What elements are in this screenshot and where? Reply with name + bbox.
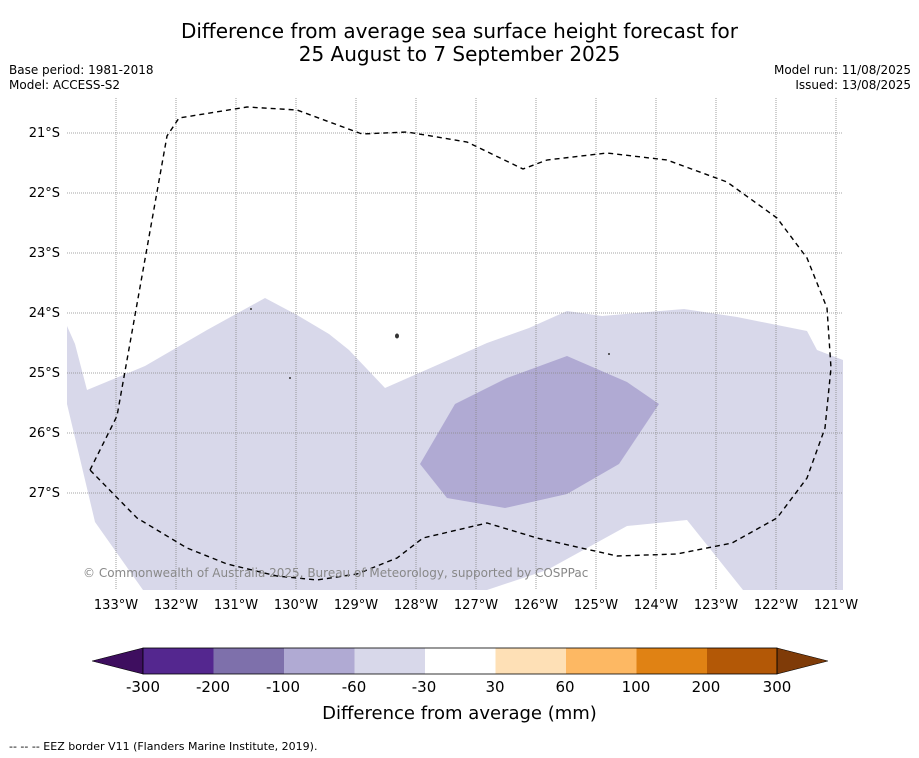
colorbar-label: Difference from average (mm) [322, 703, 597, 724]
lon-label-124w: 124°W [633, 598, 679, 613]
lon-label-132w: 132°W [153, 598, 199, 613]
colorbar-segment [636, 648, 707, 674]
lon-label-128w: 128°W [393, 598, 439, 613]
colorbar-segment [284, 648, 355, 674]
meta-left: Base period: 1981-2018 Model: ACCESS-S2 [9, 63, 154, 93]
sea-level-map [67, 98, 843, 590]
island-marker [250, 308, 252, 310]
latitude-gridlines [67, 132, 843, 494]
island-marker [395, 333, 399, 339]
colorbar-tick: 100 [621, 678, 651, 696]
colorbar-tick: 30 [485, 678, 505, 696]
lon-label-123w: 123°W [693, 598, 739, 613]
island-marker [289, 377, 291, 379]
issued-date: Issued: 13/08/2025 [795, 78, 911, 92]
lat-label-24s: 24°S [28, 306, 60, 321]
colorbar-tick: -200 [195, 678, 231, 696]
lat-label-25s: 25°S [28, 366, 60, 381]
lon-label-121w: 121°W [813, 598, 859, 613]
colorbar-tick: -60 [341, 678, 367, 696]
colorbar-tick: 300 [762, 678, 792, 696]
anomaly-area-medium [420, 356, 659, 508]
colorbar-segment [354, 648, 425, 674]
lat-label-27s: 27°S [28, 486, 60, 501]
meta-right: Model run: 11/08/2025 Issued: 13/08/2025 [774, 63, 911, 93]
model-name: Model: ACCESS-S2 [9, 78, 121, 92]
lon-label-131w: 131°W [213, 598, 259, 613]
lon-label-122w: 122°W [753, 598, 799, 613]
lon-label-130w: 130°W [273, 598, 319, 613]
longitude-gridlines [115, 98, 837, 590]
colorbar-tick: -300 [125, 678, 161, 696]
lon-label-129w: 129°W [333, 598, 379, 613]
colorbar-extend-high [776, 647, 828, 675]
colorbar-tick: 60 [555, 678, 575, 696]
lat-label-21s: 21°S [28, 126, 60, 141]
lon-label-133w: 133°W [93, 598, 139, 613]
eez-border [89, 106, 832, 581]
island-marker [608, 353, 610, 355]
chart-title: Difference from average sea surface heig… [0, 20, 919, 66]
lat-label-23s: 23°S [28, 246, 60, 261]
colorbar-segment [707, 648, 777, 674]
base-period: Base period: 1981-2018 [9, 63, 154, 77]
colorbar-segment [566, 648, 637, 674]
colorbar-segment [425, 648, 496, 674]
colorbar [92, 647, 828, 675]
colorbar-extend-low [92, 647, 144, 675]
lon-label-127w: 127°W [453, 598, 499, 613]
colorbar-segment [143, 648, 214, 674]
colorbar-segment [495, 648, 566, 674]
colorbar-outline [142, 647, 778, 675]
model-run: Model run: 11/08/2025 [773, 63, 911, 77]
lat-label-22s: 22°S [28, 186, 60, 201]
lon-label-126w: 126°W [513, 598, 559, 613]
lon-label-125w: 125°W [573, 598, 619, 613]
colorbar-tick: -100 [265, 678, 301, 696]
eez-footnote: -- -- -- EEZ border V11 (Flanders Marine… [9, 740, 318, 753]
colorbar-tick: 200 [691, 678, 721, 696]
colorbar-tick: -30 [411, 678, 437, 696]
blank-area-bottom-left [67, 404, 143, 590]
lat-label-26s: 26°S [28, 426, 60, 441]
copyright-notice: © Commonwealth of Australia 2025, Bureau… [83, 566, 589, 580]
title-line-2: 25 August to 7 September 2025 [298, 42, 621, 66]
colorbar-segment [213, 648, 284, 674]
title-line-1: Difference from average sea surface heig… [180, 19, 739, 43]
